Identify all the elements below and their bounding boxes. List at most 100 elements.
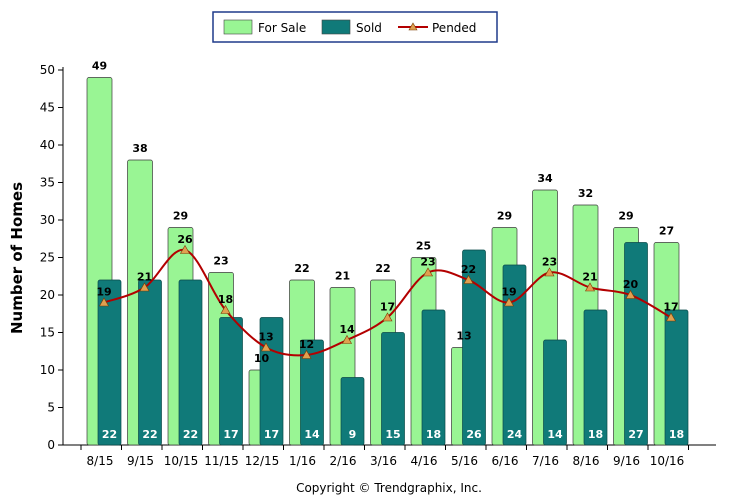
- label-sold: 22: [102, 428, 117, 441]
- x-tick-label: 2/16: [330, 454, 357, 468]
- y-axis-label: Number of Homes: [8, 182, 26, 334]
- plot-area: 0 5 10 15 20 25 30 35 40 45 50 8/15 9/15 10/15 11/15 12…: [40, 60, 716, 468]
- label-sold: 17: [223, 428, 238, 441]
- label-pended: 19: [96, 286, 111, 299]
- legend-swatch-sold: [321, 19, 351, 35]
- x-tick-label: 1/16: [289, 454, 316, 468]
- x-tick-label: 11/15: [204, 454, 239, 468]
- legend-label-pended: Pended: [432, 21, 476, 35]
- bar-sold: [543, 339, 567, 446]
- label-pended: 18: [218, 293, 233, 306]
- label-for-sale: 22: [375, 262, 390, 275]
- label-for-sale: 38: [132, 142, 147, 155]
- point-pended: [422, 267, 434, 277]
- x-tick-label: 8/16: [573, 454, 600, 468]
- label-for-sale: 49: [92, 60, 107, 73]
- label-sold: 27: [628, 428, 643, 441]
- label-sold: 18: [588, 428, 603, 441]
- legend: For Sale Sold Pended: [212, 11, 498, 43]
- label-for-sale: 29: [173, 210, 188, 223]
- bar-sold: [421, 309, 446, 446]
- y-tick-label: 0: [47, 438, 55, 452]
- y-tick-label: 20: [40, 288, 55, 302]
- label-sold: 26: [466, 428, 482, 441]
- label-sold: 17: [264, 428, 279, 441]
- label-pended: 17: [663, 301, 678, 314]
- point-pended: [98, 297, 110, 307]
- bar-sold: [664, 309, 689, 446]
- y-tick-label: 40: [40, 138, 55, 152]
- legend-swatch-for-sale: [223, 19, 253, 35]
- legend-label-for-sale: For Sale: [258, 21, 306, 35]
- label-for-sale: 22: [294, 262, 309, 275]
- label-pended: 20: [623, 278, 639, 291]
- point-pended: [503, 297, 515, 307]
- point-pended: [341, 334, 353, 344]
- y-tick-label: 45: [40, 101, 55, 115]
- point-pended: [260, 342, 272, 352]
- x-tick-label: 7/16: [532, 454, 559, 468]
- bar-sold: [462, 249, 486, 446]
- y-tick-label: 30: [40, 213, 55, 227]
- point-pended: [544, 267, 555, 277]
- point-pended: [463, 274, 474, 284]
- bar-sold: [300, 339, 324, 446]
- label-for-sale: 10: [254, 352, 270, 365]
- x-tick-label: 8/15: [87, 454, 114, 468]
- y-tick-label: 35: [40, 176, 55, 190]
- label-sold: 18: [669, 428, 684, 441]
- bar-sold: [624, 242, 648, 446]
- label-for-sale: 29: [497, 210, 512, 223]
- label-sold: 24: [507, 428, 523, 441]
- label-pended: 22: [461, 263, 476, 276]
- bar-sold: [381, 332, 405, 446]
- x-tick-label: 10/16: [650, 454, 685, 468]
- y-tick-label: 5: [47, 401, 55, 415]
- point-pended: [220, 304, 231, 314]
- bar-sold: [178, 279, 203, 446]
- x-tick-label: 4/16: [411, 454, 438, 468]
- point-pended: [179, 244, 191, 254]
- bar-sold: [97, 279, 122, 446]
- label-for-sale: 27: [659, 225, 674, 238]
- x-tick-label: 3/16: [370, 454, 397, 468]
- label-pended: 13: [258, 331, 273, 344]
- bar-sold: [502, 264, 527, 446]
- copyright-text: Copyright © Trendgraphix, Inc.: [296, 481, 482, 495]
- point-pended: [665, 312, 677, 322]
- label-pended: 17: [380, 301, 395, 314]
- y-tick-label: 50: [40, 63, 55, 77]
- point-pended: [139, 282, 150, 292]
- label-for-sale: 21: [335, 270, 350, 283]
- label-for-sale: 13: [456, 330, 471, 343]
- label-sold: 22: [183, 428, 198, 441]
- bar-sold: [583, 309, 608, 446]
- label-sold: 9: [349, 428, 357, 441]
- bar-sold: [219, 317, 243, 446]
- label-for-sale: 25: [416, 240, 431, 253]
- label-sold: 14: [304, 428, 320, 441]
- point-pended: [382, 312, 393, 322]
- x-tick-label: 6/16: [492, 454, 519, 468]
- x-tick-label: 5/16: [451, 454, 478, 468]
- label-for-sale: 34: [537, 172, 553, 185]
- label-for-sale: 29: [618, 210, 633, 223]
- label-for-sale: 23: [213, 255, 228, 268]
- x-tick-label: 12/15: [245, 454, 280, 468]
- label-sold: 22: [142, 428, 157, 441]
- label-sold: 18: [426, 428, 441, 441]
- label-pended: 19: [501, 286, 516, 299]
- bar-sold: [138, 279, 162, 446]
- y-tick-label: 25: [40, 251, 55, 265]
- point-pended: [301, 349, 312, 359]
- y-tick-label: 10: [40, 363, 55, 377]
- x-tick-label: 9/15: [127, 454, 154, 468]
- label-sold: 14: [547, 428, 563, 441]
- point-pended: [584, 282, 596, 292]
- y-tick-label: 15: [40, 326, 55, 340]
- label-pended: 23: [542, 256, 557, 269]
- label-pended: 21: [582, 271, 597, 284]
- label-pended: 21: [137, 271, 152, 284]
